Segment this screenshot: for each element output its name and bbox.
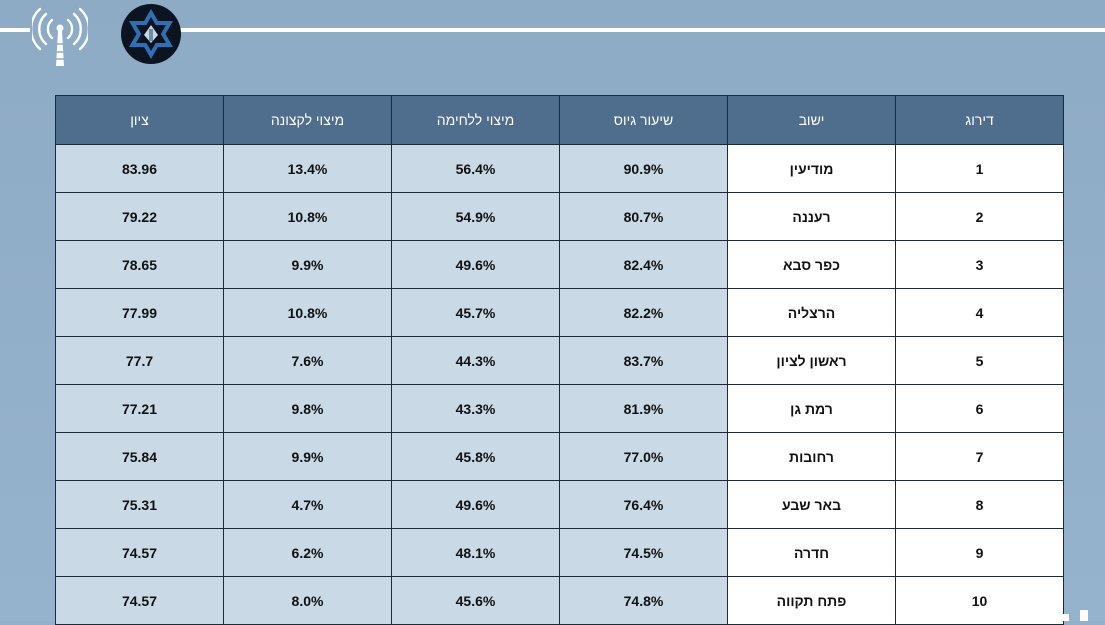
city-cell: רחובות	[727, 432, 896, 481]
score-cell: 74.57	[55, 528, 224, 577]
header-city: ישוב	[727, 95, 896, 145]
recruitment-rate-cell: 83.7%	[559, 336, 728, 385]
table-row: 9 חדרה 74.5% 48.1% 6.2% 74.57	[55, 528, 1064, 577]
header-officer-utilization: מיצוי לקצונה	[223, 95, 392, 145]
combat-utilization-cell: 54.9%	[391, 192, 560, 241]
rank-cell: 9	[895, 528, 1064, 577]
score-cell: 79.22	[55, 192, 224, 241]
score-cell: 77.21	[55, 384, 224, 433]
combat-utilization-cell: 56.4%	[391, 144, 560, 193]
score-cell: 77.7	[55, 336, 224, 385]
recruitment-rate-cell: 82.4%	[559, 240, 728, 289]
city-cell: כפר סבא	[727, 240, 896, 289]
officer-utilization-cell: 4.7%	[223, 480, 392, 529]
rank-cell: 5	[895, 336, 1064, 385]
antenna-logo-icon	[32, 7, 88, 66]
city-cell: הרצליה	[727, 288, 896, 337]
officer-utilization-cell: 9.9%	[223, 432, 392, 481]
skyline-decoration-icon	[917, 604, 1088, 621]
officer-utilization-cell: 10.8%	[223, 192, 392, 241]
rank-cell: 6	[895, 384, 1064, 433]
rank-cell: 3	[895, 240, 1064, 289]
recruitment-rate-cell: 82.2%	[559, 288, 728, 337]
city-cell: רעננה	[727, 192, 896, 241]
recruitment-rate-cell: 74.5%	[559, 528, 728, 577]
star-of-david-emblem-icon	[121, 4, 181, 64]
officer-utilization-cell: 9.8%	[223, 384, 392, 433]
header-recruitment-rate: שיעור גיוס	[559, 95, 728, 145]
city-cell: מודיעין	[727, 144, 896, 193]
score-cell: 75.31	[55, 480, 224, 529]
table-row: 5 ראשון לציון 83.7% 44.3% 7.6% 77.7	[55, 336, 1064, 385]
rank-cell: 7	[895, 432, 1064, 481]
score-cell: 74.57	[55, 576, 224, 625]
table-row: 8 באר שבע 76.4% 49.6% 4.7% 75.31	[55, 480, 1064, 529]
table-row: 2 רעננה 80.7% 54.9% 10.8% 79.22	[55, 192, 1064, 241]
combat-utilization-cell: 44.3%	[391, 336, 560, 385]
table-row: 7 רחובות 77.0% 45.8% 9.9% 75.84	[55, 432, 1064, 481]
combat-utilization-cell: 45.6%	[391, 576, 560, 625]
officer-utilization-cell: 13.4%	[223, 144, 392, 193]
rank-cell: 1	[895, 144, 1064, 193]
city-cell: פתח תקווה	[727, 576, 896, 625]
recruitment-rate-cell: 90.9%	[559, 144, 728, 193]
combat-utilization-cell: 45.7%	[391, 288, 560, 337]
table-row: 1 מודיעין 90.9% 56.4% 13.4% 83.96	[55, 144, 1064, 193]
officer-utilization-cell: 10.8%	[223, 288, 392, 337]
combat-utilization-cell: 43.3%	[391, 384, 560, 433]
officer-utilization-cell: 6.2%	[223, 528, 392, 577]
rank-cell: 2	[895, 192, 1064, 241]
header-rank: דירוג	[895, 95, 1064, 145]
combat-utilization-cell: 49.6%	[391, 480, 560, 529]
table-row: 3 כפר סבא 82.4% 49.6% 9.9% 78.65	[55, 240, 1064, 289]
city-cell: ראשון לציון	[727, 336, 896, 385]
score-cell: 83.96	[55, 144, 224, 193]
rank-cell: 4	[895, 288, 1064, 337]
combat-utilization-cell: 48.1%	[391, 528, 560, 577]
ranking-table-container: דירוג ישוב שיעור גיוס מיצוי ללחימה מיצוי…	[55, 95, 1064, 625]
recruitment-rate-cell: 81.9%	[559, 384, 728, 433]
table-header-row: דירוג ישוב שיעור גיוס מיצוי ללחימה מיצוי…	[55, 95, 1064, 145]
rank-cell: 8	[895, 480, 1064, 529]
score-cell: 75.84	[55, 432, 224, 481]
recruitment-rate-cell: 74.8%	[559, 576, 728, 625]
officer-utilization-cell: 9.9%	[223, 240, 392, 289]
header-combat-utilization: מיצוי ללחימה	[391, 95, 560, 145]
officer-utilization-cell: 7.6%	[223, 336, 392, 385]
table-row: 6 רמת גן 81.9% 43.3% 9.8% 77.21	[55, 384, 1064, 433]
recruitment-rate-cell: 77.0%	[559, 432, 728, 481]
recruitment-rate-cell: 80.7%	[559, 192, 728, 241]
city-cell: באר שבע	[727, 480, 896, 529]
ranking-table: דירוג ישוב שיעור גיוס מיצוי ללחימה מיצוי…	[55, 95, 1064, 625]
score-cell: 78.65	[55, 240, 224, 289]
table-body: 1 מודיעין 90.9% 56.4% 13.4% 83.96 2 רעננ…	[55, 144, 1064, 625]
officer-utilization-cell: 8.0%	[223, 576, 392, 625]
header-score: ציון	[55, 95, 224, 145]
combat-utilization-cell: 45.8%	[391, 432, 560, 481]
city-cell: חדרה	[727, 528, 896, 577]
score-cell: 77.99	[55, 288, 224, 337]
header-rule-right	[180, 28, 1105, 32]
combat-utilization-cell: 49.6%	[391, 240, 560, 289]
table-row: 4 הרצליה 82.2% 45.7% 10.8% 77.99	[55, 288, 1064, 337]
header-rule-left	[0, 28, 30, 32]
recruitment-rate-cell: 76.4%	[559, 480, 728, 529]
city-cell: רמת גן	[727, 384, 896, 433]
